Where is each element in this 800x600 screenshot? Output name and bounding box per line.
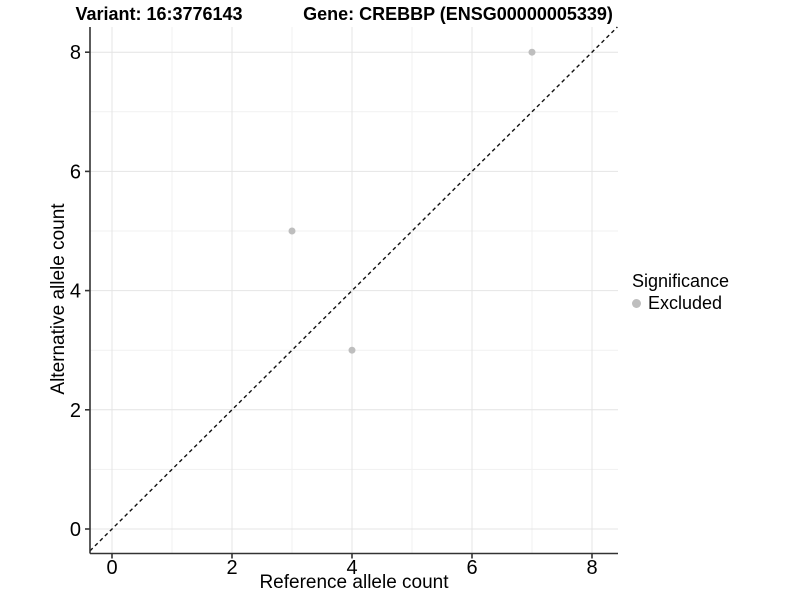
x-tick-label: 6: [466, 557, 477, 579]
x-tick-label: 0: [106, 557, 117, 579]
x-tick-label: 8: [586, 557, 597, 579]
identity-line: [89, 26, 618, 552]
x-tick-label: 4: [346, 557, 357, 579]
y-tick-label: 8: [70, 42, 81, 64]
y-tick-label: 6: [70, 161, 81, 183]
excluded-point-icon: [632, 299, 641, 308]
legend-item-excluded: Excluded: [632, 294, 729, 313]
y-tick-label: 0: [70, 519, 81, 541]
plot-title-gene: Gene: CREBBP (ENSG00000005339): [303, 4, 613, 24]
y-axis-title: Alternative allele count: [48, 203, 69, 395]
x-tick-label: 2: [226, 557, 237, 579]
data-point: [528, 48, 536, 56]
plot-title-variant: Variant: 16:3776143: [75, 4, 243, 24]
legend: Significance Excluded: [632, 272, 729, 313]
data-point: [348, 346, 356, 354]
data-point: [288, 227, 296, 235]
y-tick-label: 4: [70, 281, 81, 303]
y-tick-label: 2: [70, 400, 81, 422]
legend-item-label: Excluded: [648, 293, 723, 313]
legend-title: Significance: [632, 271, 730, 291]
x-axis-title: Reference allele count: [259, 572, 449, 593]
